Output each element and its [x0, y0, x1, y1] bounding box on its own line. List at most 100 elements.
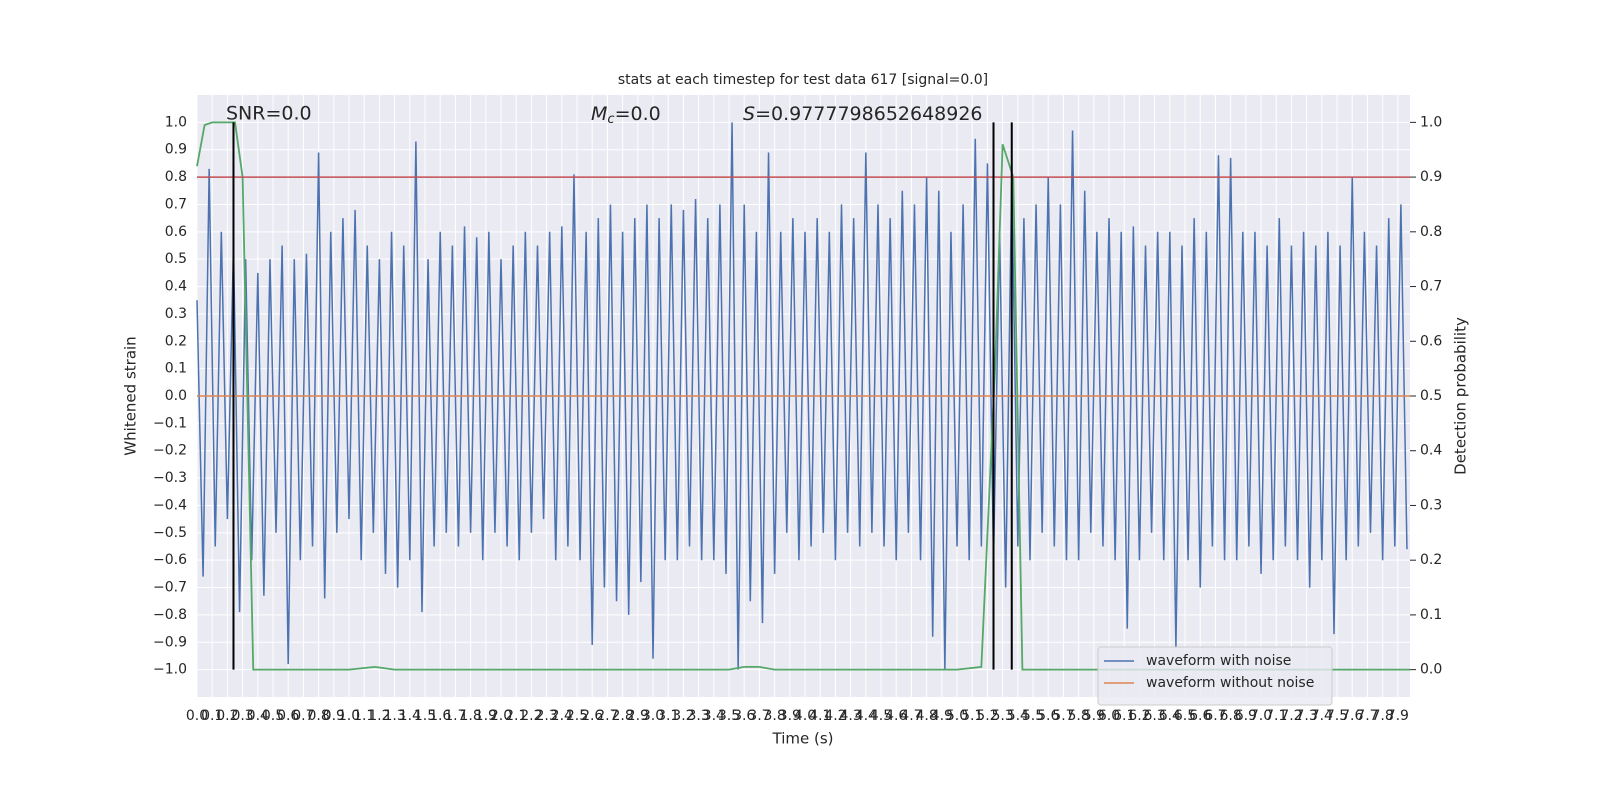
x-tick-label: 6.1: [1113, 708, 1135, 724]
x-tick-label: 7.4: [1311, 708, 1333, 724]
x-tick-label: 6.3: [1143, 708, 1165, 724]
y-tick-label: −0.5: [153, 525, 187, 541]
x-tick-label: 0.2: [216, 708, 238, 724]
y-tick-label: 0.0: [165, 388, 187, 404]
x-tick-label: 3.6: [733, 708, 755, 724]
x-tick-label: 3.4: [703, 708, 725, 724]
x-tick-label: 4.4: [855, 708, 877, 724]
x-tick-label: 2.3: [535, 708, 557, 724]
y2-tick-label: 0.6: [1420, 333, 1442, 349]
x-tick-label: 7.6: [1341, 708, 1363, 724]
x-tick-label: 7.8: [1372, 708, 1394, 724]
y-tick-label: −0.9: [153, 634, 187, 650]
x-tick-label: 1.7: [444, 708, 466, 724]
x-tick-label: 3.7: [748, 708, 770, 724]
y2-tick-label: 1.0: [1420, 114, 1442, 130]
y-tick-label: −1.0: [153, 662, 187, 678]
x-tick-label: 0.3: [231, 708, 253, 724]
x-tick-label: 5.0: [946, 708, 968, 724]
labels: 0.00.10.20.30.40.50.60.70.80.91.01.11.21…: [153, 114, 1442, 724]
x-tick-label: 4.9: [931, 708, 953, 724]
y-tick-label: 0.9: [165, 142, 187, 158]
y2-tick-label: 0.7: [1420, 279, 1442, 295]
x-tick-label: 1.9: [475, 708, 497, 724]
x-tick-label: 5.8: [1067, 708, 1089, 724]
x-tick-label: 0.7: [292, 708, 314, 724]
x-tick-label: 3.9: [779, 708, 801, 724]
x-tick-label: 2.1: [505, 708, 527, 724]
x-tick-label: 4.0: [794, 708, 816, 724]
x-tick-label: 2.8: [611, 708, 633, 724]
x-tick-label: 7.2: [1280, 708, 1302, 724]
x-tick-label: 1.0: [338, 708, 360, 724]
x-tick-label: 6.8: [1220, 708, 1242, 724]
x-tick-label: 3.5: [718, 708, 740, 724]
y2-tick-label: 0.3: [1420, 497, 1442, 513]
x-tick-label: 0.5: [262, 708, 284, 724]
y-tick-label: −0.1: [153, 415, 187, 431]
x-tick-label: 0.4: [247, 708, 269, 724]
y-tick-label: −0.4: [153, 497, 187, 513]
x-tick-label: 5.3: [991, 708, 1013, 724]
y-tick-label: 0.1: [165, 361, 187, 377]
x-tick-label: 5.2: [976, 708, 998, 724]
y2-tick-label: 0.2: [1420, 552, 1442, 568]
x-tick-label: 6.9: [1235, 708, 1257, 724]
y-tick-label: 0.6: [165, 224, 187, 240]
x-tick-label: 5.5: [1022, 708, 1044, 724]
x-tick-label: 0.8: [307, 708, 329, 724]
y-tick-label: 0.3: [165, 306, 187, 322]
y-tick-label: 0.7: [165, 196, 187, 212]
x-tick-label: 7.5: [1326, 708, 1348, 724]
y2-tick-label: 0.9: [1420, 169, 1442, 185]
x-tick-label: 5.9: [1083, 708, 1105, 724]
y-tick-label: −0.8: [153, 607, 187, 623]
y2-axis-label: Detection probability: [1452, 317, 1470, 475]
x-tick-label: 6.4: [1159, 708, 1181, 724]
x-tick-label: 3.8: [763, 708, 785, 724]
x-tick-label: 7.7: [1356, 708, 1378, 724]
x-tick-label: 0.6: [277, 708, 299, 724]
marks: [196, 121, 1410, 671]
x-tick-label: 2.9: [627, 708, 649, 724]
y2-tick-label: 0.4: [1420, 443, 1442, 459]
x-tick-label: 7.9: [1387, 708, 1409, 724]
s-annotation: S=0.9777798652648926: [743, 103, 983, 125]
x-tick-label: 1.4: [399, 708, 421, 724]
x-tick-label: 6.0: [1098, 708, 1120, 724]
legend-label: waveform without noise: [1146, 675, 1314, 691]
mc-value: =0.0: [615, 103, 661, 125]
legend-box: [1097, 646, 1333, 706]
legend-label: waveform with noise: [1146, 653, 1291, 669]
x-tick-label: 4.6: [885, 708, 907, 724]
x-tick-label: 5.7: [1052, 708, 1074, 724]
x-tick-label: 2.0: [490, 708, 512, 724]
x-tick-label: 5.6: [1037, 708, 1059, 724]
y-tick-label: −0.6: [153, 552, 187, 568]
y-tick-label: −0.7: [153, 580, 187, 596]
s-value: =0.9777798652648926: [755, 103, 982, 125]
x-tick-label: 3.3: [687, 708, 709, 724]
y-tick-label: 0.8: [165, 169, 187, 185]
legend: waveform with noise waveform without nois…: [1097, 646, 1333, 706]
detection-line: [196, 121, 1410, 671]
y2-tick-label: 0.5: [1420, 388, 1442, 404]
mc-symbol: M: [591, 103, 607, 125]
x-tick-label: 2.4: [551, 708, 573, 724]
x-tick-label: 6.2: [1128, 708, 1150, 724]
x-tick-label: 6.5: [1174, 708, 1196, 724]
x-axis-label: Time (s): [772, 730, 834, 748]
mc-subscript: c: [607, 112, 614, 127]
x-tick-label: 0.9: [323, 708, 345, 724]
x-tick-label: 2.7: [596, 708, 618, 724]
s-symbol: S: [743, 103, 755, 125]
x-tick-label: 7.3: [1296, 708, 1318, 724]
x-tick-label: 2.6: [581, 708, 603, 724]
mc-annotation: Mc=0.0: [591, 103, 661, 127]
x-tick-label: 7.0: [1250, 708, 1272, 724]
x-tick-label: 1.3: [383, 708, 405, 724]
x-tick-label: 5.1: [961, 708, 983, 724]
y-tick-label: 0.4: [165, 279, 187, 295]
y-tick-label: 0.5: [165, 251, 187, 267]
